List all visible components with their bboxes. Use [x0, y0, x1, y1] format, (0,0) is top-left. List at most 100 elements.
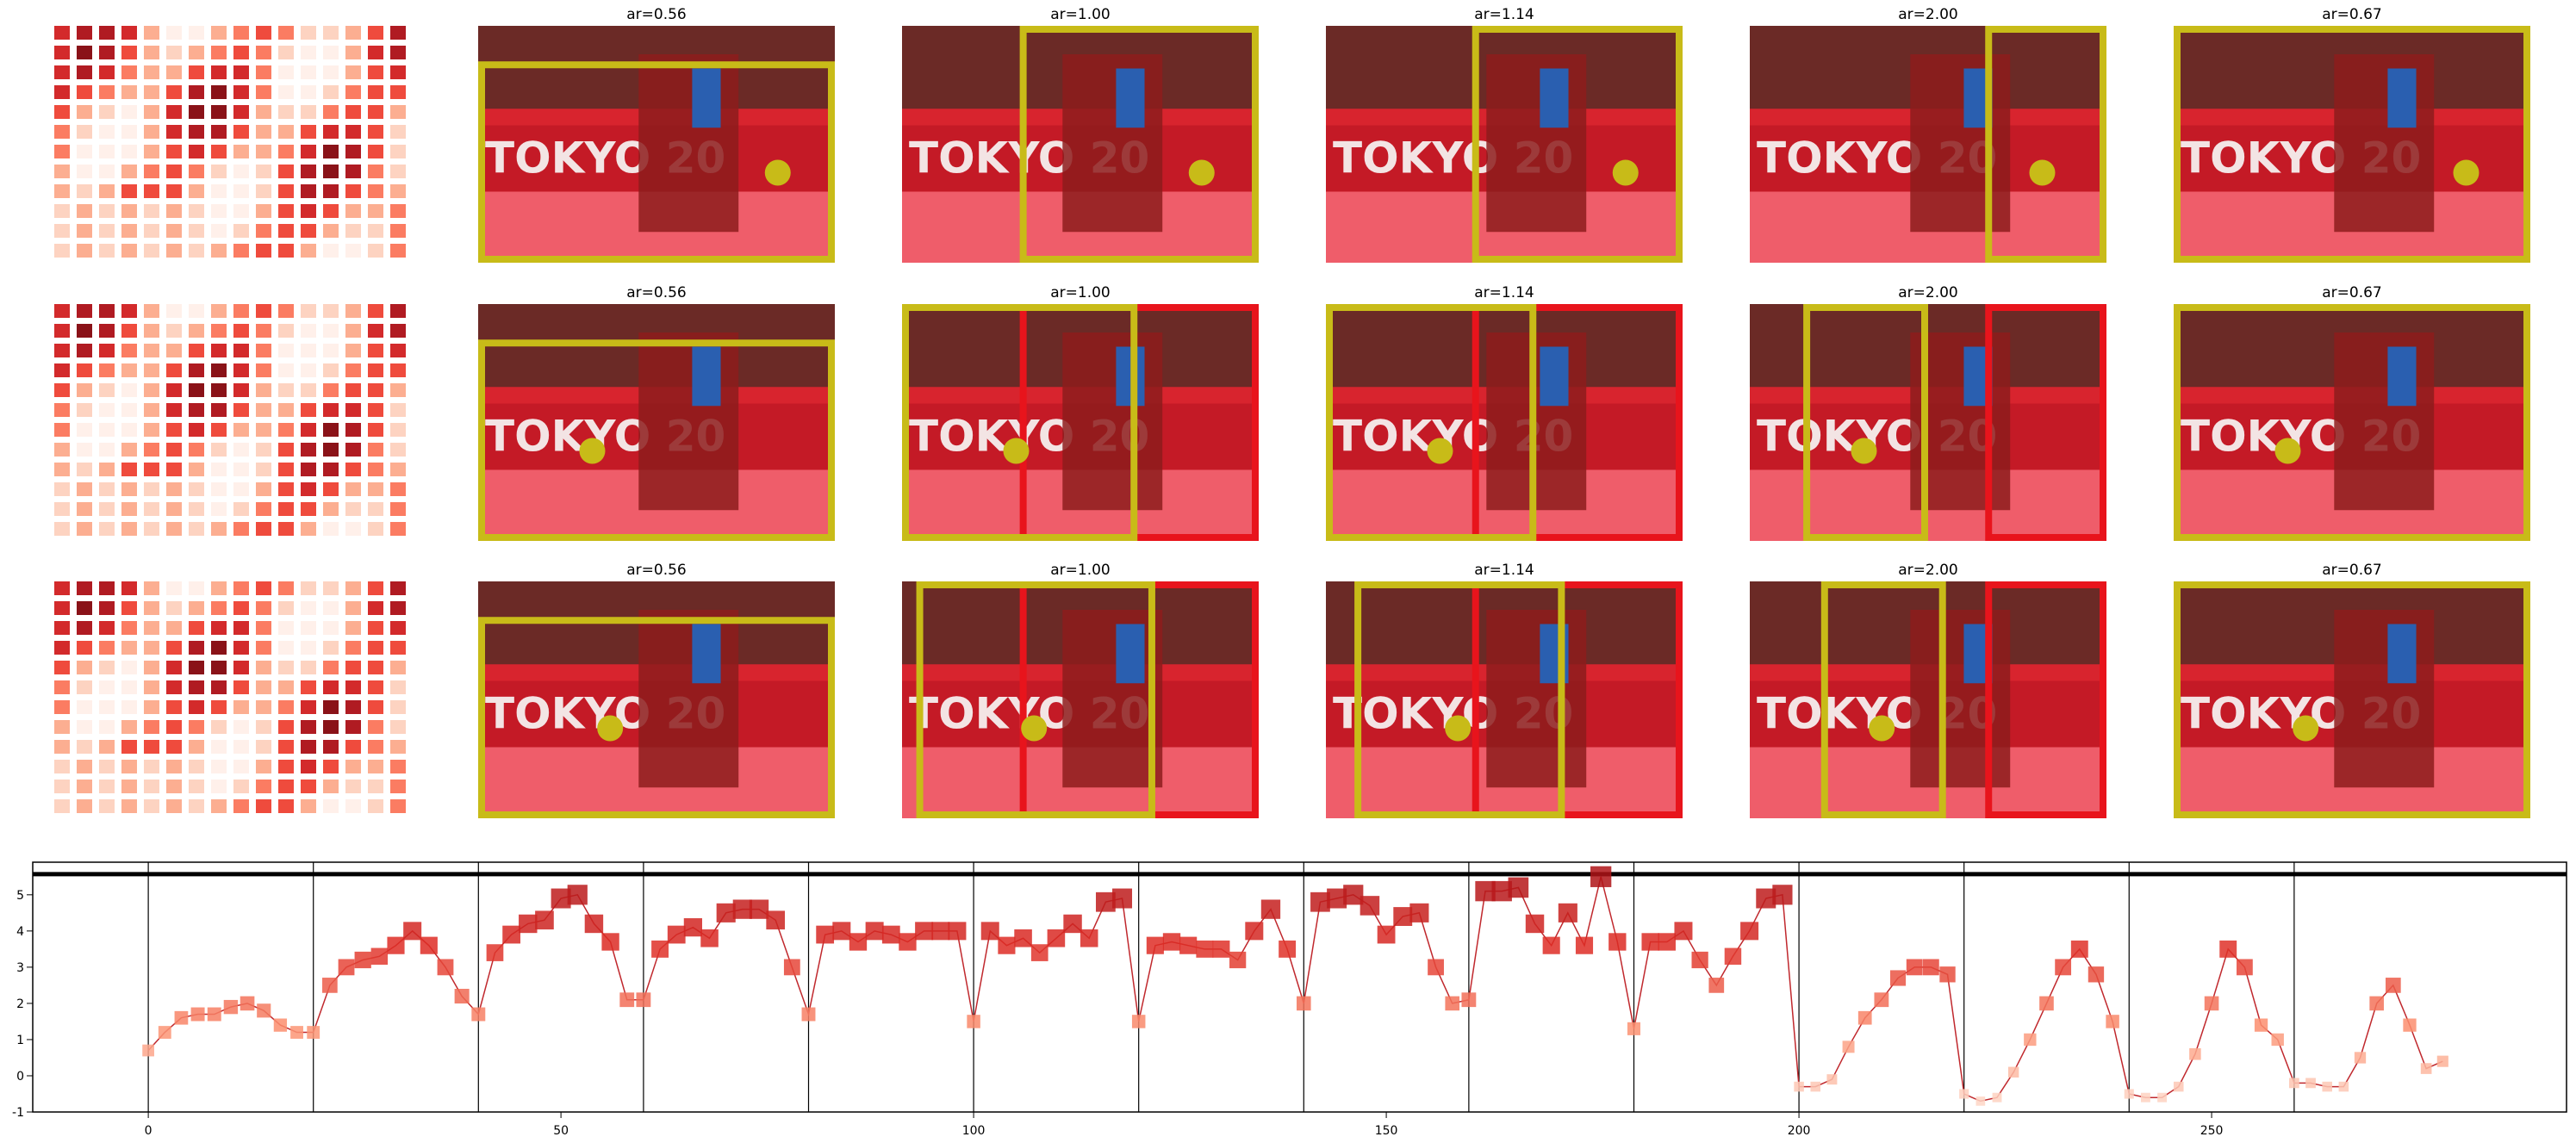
heatmap-cell — [211, 443, 227, 457]
heatmap-cell — [99, 463, 115, 476]
heatmap-cell — [390, 403, 406, 417]
heatmap-cell — [77, 224, 92, 238]
heatmap-cell — [54, 720, 70, 734]
heatmap-cell — [189, 700, 204, 714]
heatmap-cell — [301, 740, 316, 754]
heatmap-cell — [345, 740, 361, 754]
panel-title: ar=1.14 — [1474, 6, 1534, 23]
marker — [1080, 929, 1098, 947]
heatmap-cell — [368, 26, 383, 40]
heatmap-cell — [121, 184, 137, 198]
heatmap-cell — [54, 423, 70, 437]
heatmap-cell — [233, 700, 249, 714]
heatmap-cell — [121, 125, 137, 139]
heatmap-cell — [233, 601, 249, 615]
heatmap-cell — [278, 463, 294, 476]
heatmap-cell — [166, 344, 182, 357]
heatmap-cell — [189, 145, 204, 158]
heatmap-cell — [256, 403, 271, 417]
heatmap-cell — [99, 641, 115, 655]
marker — [601, 933, 619, 951]
marker — [486, 944, 504, 961]
heatmap-cell — [278, 184, 294, 198]
heatmap-cell — [368, 680, 383, 694]
heatmap-cell — [368, 383, 383, 397]
player-blue — [692, 68, 721, 128]
crop-box — [916, 581, 1155, 818]
heatmap-cell — [278, 581, 294, 595]
heatmap-cell — [189, 304, 204, 318]
heatmap-cell — [301, 482, 316, 496]
heatmap-cell — [390, 780, 406, 793]
heatmap-cell — [99, 423, 115, 437]
heatmap-cell — [211, 26, 227, 40]
heatmap-cell — [301, 443, 316, 457]
marker — [1992, 1092, 2002, 1103]
heatmap-cell — [368, 423, 383, 437]
heatmap-cell — [166, 482, 182, 496]
heatmap-cell — [121, 145, 137, 158]
heatmap-cell — [368, 621, 383, 635]
crop-box — [2174, 304, 2530, 541]
heatmap-cell — [121, 799, 137, 813]
heatmap-cell — [323, 403, 339, 417]
heatmap-cell — [390, 482, 406, 496]
photo: TOKYO 20 — [1750, 26, 2106, 263]
marker — [158, 1026, 171, 1039]
heatmap-cell — [323, 502, 339, 516]
heatmap-cell — [301, 65, 316, 79]
marker — [1590, 866, 1612, 887]
heatmap-cell — [323, 224, 339, 238]
marker — [967, 1015, 980, 1028]
plot-frame — [32, 861, 2567, 1113]
heatmap-cell — [233, 641, 249, 655]
heatmap-cell — [256, 799, 271, 813]
heatmap-cell — [77, 661, 92, 674]
heatmap-cell — [278, 26, 294, 40]
heatmap-cell — [54, 502, 70, 516]
heatmap-cell — [77, 46, 92, 59]
players — [1910, 54, 2011, 233]
heatmap-cell — [323, 46, 339, 59]
heatmap-cell — [189, 26, 204, 40]
heatmap-cell — [390, 184, 406, 198]
panel-title: ar=0.56 — [626, 562, 687, 579]
heatmap-cell — [368, 601, 383, 615]
panel-title: ar=1.00 — [1050, 6, 1111, 23]
heatmap-cell — [390, 621, 406, 635]
heatmap-cell — [54, 760, 70, 773]
heatmap-cell — [345, 443, 361, 457]
photo: TOKYO 20 — [1326, 26, 1683, 263]
heatmap-cell — [121, 443, 137, 457]
heatmap-cell — [390, 700, 406, 714]
heatmap-cell — [99, 105, 115, 119]
heatmap-cell — [54, 363, 70, 377]
photo: TOKYO 20 — [902, 581, 1259, 818]
heatmap-cell — [256, 145, 271, 158]
heatmap-cell — [301, 502, 316, 516]
crop-box — [1326, 304, 1537, 541]
heatmap-cell — [77, 363, 92, 377]
marker — [223, 999, 239, 1015]
heatmap-cell — [368, 304, 383, 318]
heatmap-cell — [211, 304, 227, 318]
crop-box — [1820, 581, 1946, 818]
heatmap-cell — [278, 720, 294, 734]
y-tick-label: 1 — [16, 1034, 24, 1047]
heatmap-cell — [211, 145, 227, 158]
center-dot — [1851, 438, 1877, 464]
marker — [1608, 933, 1627, 951]
heatmap-cell — [390, 799, 406, 813]
marker — [2385, 978, 2401, 993]
heatmap-cell — [233, 463, 249, 476]
heatmap-cell — [233, 125, 249, 139]
photo: TOKYO 20 — [902, 304, 1259, 541]
heatmap-cell — [278, 661, 294, 674]
heatmap-cell — [189, 680, 204, 694]
heatmap-cell — [233, 760, 249, 773]
heatmap-cell — [99, 403, 115, 417]
crop-box — [478, 617, 835, 818]
heatmap-cell — [278, 522, 294, 536]
heatmap-cell — [77, 125, 92, 139]
marker — [2288, 1078, 2299, 1089]
